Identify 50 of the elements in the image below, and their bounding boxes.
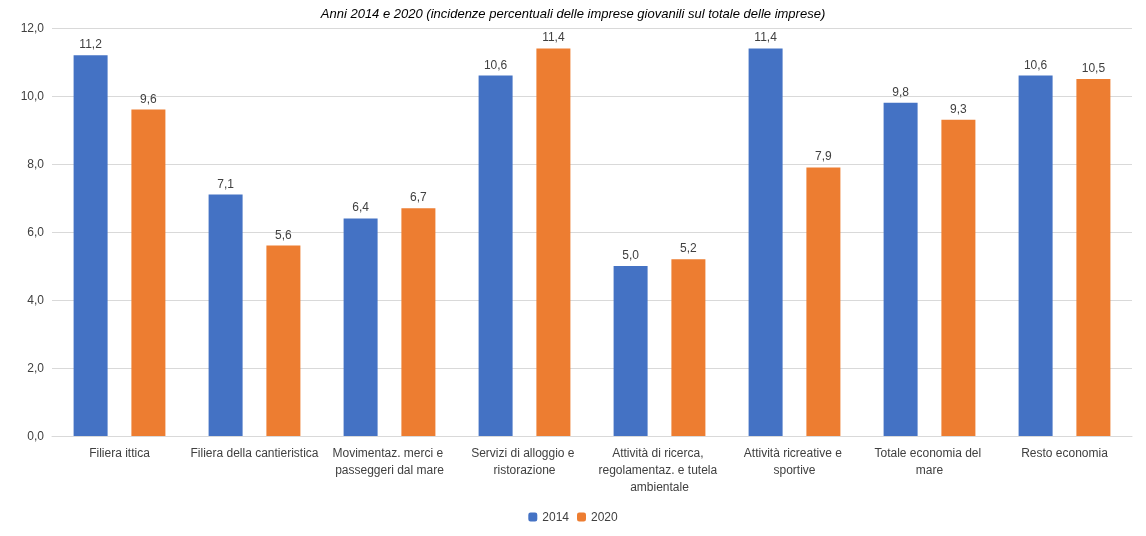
bar: [131, 109, 166, 436]
x-tick-label: Attività di ricerca, regolamentaz. e tutela ambientale: [598, 445, 721, 494]
bar: [671, 259, 706, 436]
x-tick-label: Servizi di alloggio e ristorazione: [471, 445, 578, 477]
data-label: 6,4: [352, 200, 370, 215]
data-label: 9,3: [950, 101, 968, 116]
bar: [73, 55, 108, 436]
data-label: 10,6: [1023, 57, 1048, 72]
bar: [748, 48, 783, 436]
bar: [208, 194, 243, 436]
bar: [806, 167, 841, 436]
bar: [343, 218, 378, 436]
data-label: 11,4: [754, 30, 778, 45]
bar: [401, 208, 436, 436]
bar: [1076, 79, 1111, 436]
data-label: 7,9: [815, 149, 833, 164]
bar: [883, 102, 918, 436]
x-tick-label: Attività ricreative e sportive: [743, 445, 846, 477]
data-label: 9,8: [892, 84, 910, 99]
legend-label: 2020: [591, 510, 619, 524]
bar: [266, 245, 301, 436]
y-tick-label: 4,0: [27, 293, 45, 307]
data-label: 5,2: [680, 241, 698, 256]
data-label: 10,5: [1081, 61, 1106, 75]
y-tick-label: 0,0: [27, 429, 45, 443]
x-tick-label: Resto economia: [1021, 445, 1109, 460]
y-tick-label: 12,0: [20, 21, 45, 35]
y-tick-label: 10,0: [20, 89, 45, 103]
chart-title: Anni 2014 e 2020 (incidenze percentuali delle imprese giovanili sul totale delle imprese): [319, 6, 826, 21]
bar: [941, 119, 976, 436]
x-tick-label: Filiera ittica: [89, 445, 151, 460]
y-tick-label: 8,0: [27, 157, 45, 171]
x-tick-label: Totale economia del mare: [874, 445, 985, 477]
data-label: 5,0: [622, 248, 640, 262]
data-label: 11,2: [79, 37, 103, 52]
y-tick-label: 2,0: [27, 361, 45, 375]
bar: [613, 266, 648, 436]
data-label: 7,1: [217, 176, 235, 191]
y-tick-label: 6,0: [27, 225, 45, 239]
data-label: 9,6: [140, 91, 158, 106]
bar: [536, 48, 571, 436]
data-label: 6,7: [410, 190, 428, 205]
data-label: 10,6: [483, 57, 508, 72]
x-tick-label: Filiera della cantieristica: [190, 445, 319, 460]
x-tick-label: Movimentaz. merci e passeggeri dal mare: [332, 445, 447, 477]
data-label: 5,6: [275, 227, 293, 242]
bar: [1018, 75, 1053, 436]
data-label: 11,4: [542, 30, 565, 45]
legend-label: 2014: [542, 510, 570, 524]
bar: [478, 75, 513, 436]
